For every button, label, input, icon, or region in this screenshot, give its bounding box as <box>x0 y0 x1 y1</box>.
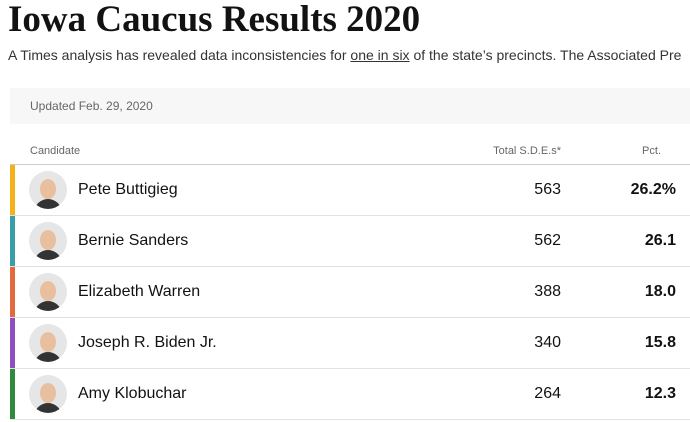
photo-body <box>34 352 62 362</box>
photo-face <box>40 383 56 403</box>
candidate-photo <box>29 222 67 260</box>
percent: 15.8 <box>644 334 676 351</box>
candidate-photo <box>29 273 67 311</box>
candidate-color-bar <box>10 369 15 419</box>
photo-face <box>40 179 56 199</box>
sde-total: 264 <box>534 385 561 402</box>
column-header: Total S.D.E.s* <box>493 145 561 157</box>
subtitle-text: of the state’s precincts. The Associated… <box>409 47 682 63</box>
candidate-photo <box>29 324 67 362</box>
candidate-name: Elizabeth Warren <box>78 283 201 300</box>
photo-face <box>40 281 56 301</box>
sde-total: 563 <box>534 181 561 198</box>
table-row: Amy Klobuchar 264 12.3 <box>10 369 690 420</box>
photo-body <box>34 301 62 311</box>
column-header: Candidate <box>30 145 81 157</box>
table-row: Joseph R. Biden Jr. 340 15.8 <box>10 318 690 369</box>
photo-body <box>34 403 62 413</box>
photo-body <box>34 199 62 209</box>
candidate-name: Amy Klobuchar <box>78 385 187 402</box>
column-header: Pct. <box>642 145 661 157</box>
header-rule <box>10 164 690 165</box>
percent: 12.3 <box>644 385 676 402</box>
candidate-color-bar <box>10 318 15 368</box>
candidate-photo <box>29 171 67 209</box>
sde-total: 562 <box>534 232 561 249</box>
subtitle-text: A Times analysis has revealed data incon… <box>8 47 351 63</box>
photo-body <box>34 250 62 260</box>
subtitle-link[interactable]: one in six <box>350 47 410 63</box>
candidate-photo <box>29 375 67 413</box>
candidate-color-bar <box>10 267 15 317</box>
percent: 26.2% <box>630 181 676 198</box>
candidate-name: Pete Buttigieg <box>78 181 178 198</box>
candidate-name: Bernie Sanders <box>78 232 189 249</box>
title: Iowa Caucus Results 2020 <box>8 0 421 40</box>
candidate-color-bar <box>10 216 15 266</box>
percent: 26.1 <box>644 232 676 249</box>
photo-face <box>40 230 56 250</box>
candidate-name: Joseph R. Biden Jr. <box>78 334 217 351</box>
table-row: Bernie Sanders 562 26.1 <box>10 216 690 267</box>
table-row: Elizabeth Warren 388 18.0 <box>10 267 690 318</box>
sde-total: 340 <box>534 334 561 351</box>
table-row: Pete Buttigieg 563 26.2% <box>10 165 690 216</box>
subtitle: A Times analysis has revealed data incon… <box>8 47 690 63</box>
candidate-color-bar <box>10 165 15 215</box>
updated-note: Updated Feb. 29, 2020 <box>10 88 690 124</box>
photo-face <box>40 332 56 352</box>
percent: 18.0 <box>644 283 676 300</box>
sde-total: 388 <box>534 283 561 300</box>
